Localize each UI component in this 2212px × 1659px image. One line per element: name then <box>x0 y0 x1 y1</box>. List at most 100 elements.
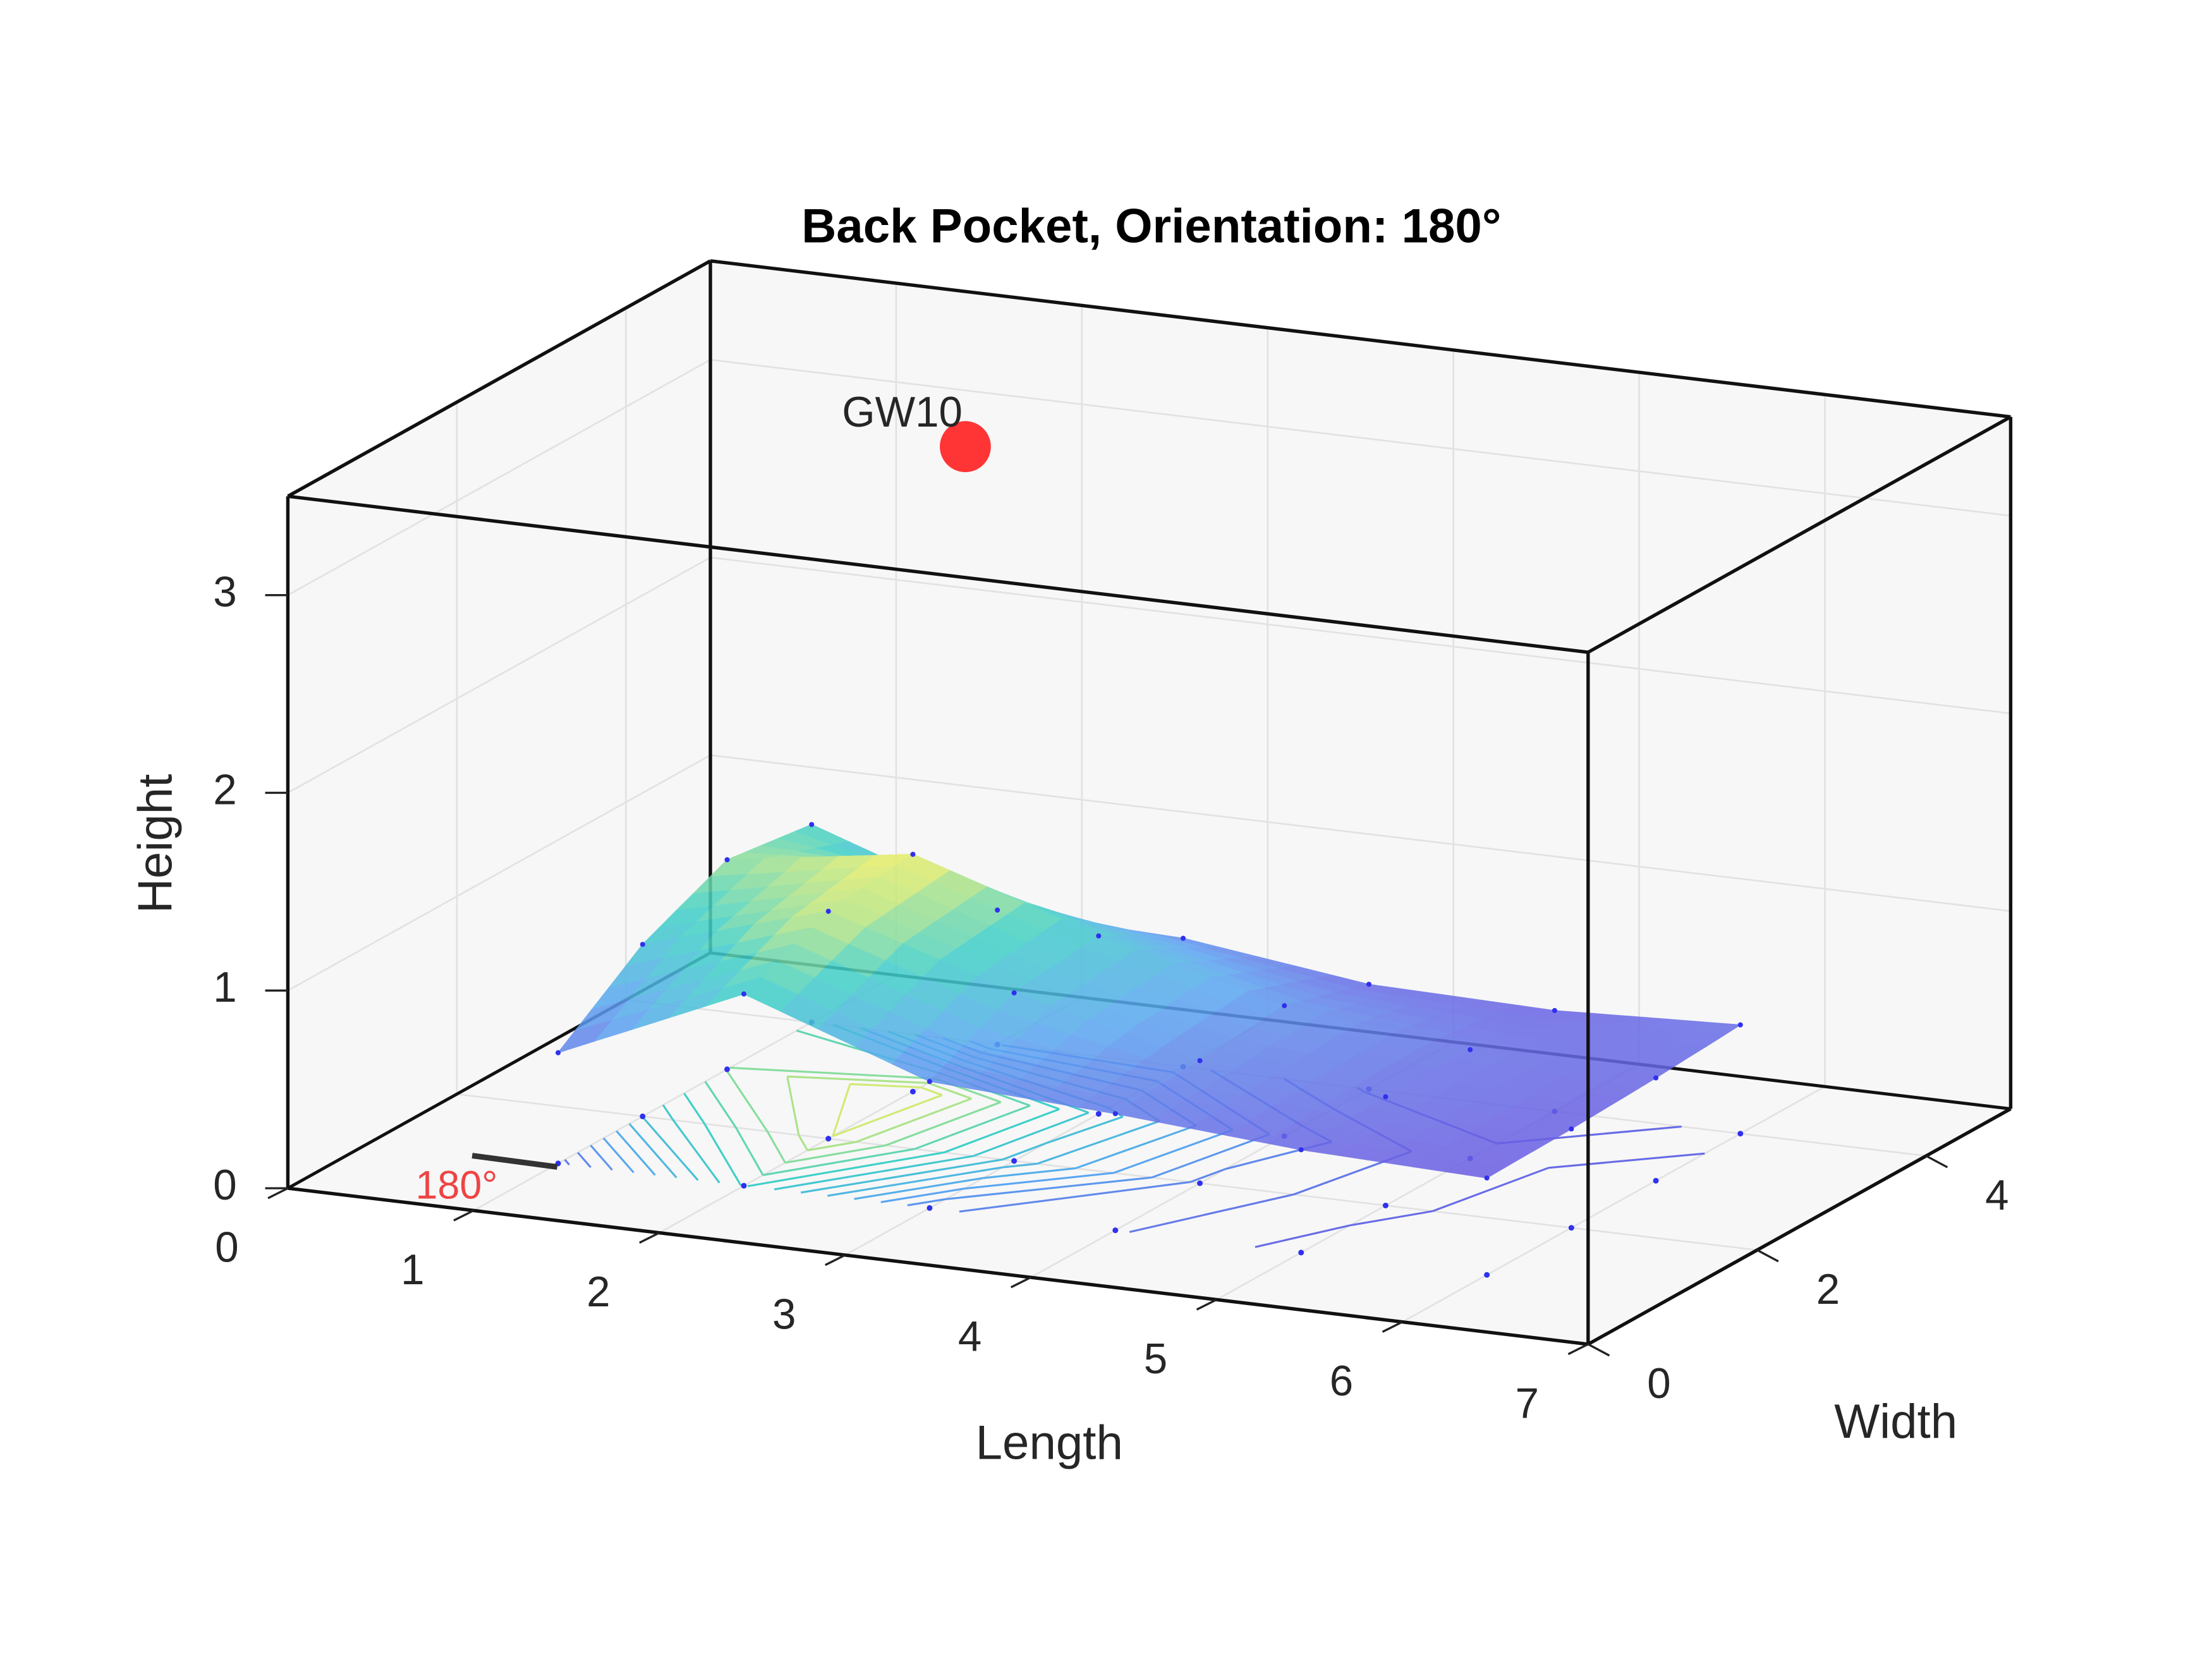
surface-point <box>1468 1047 1473 1052</box>
contour-line <box>880 1188 965 1203</box>
contour-line <box>1189 1168 1226 1183</box>
surface-point <box>640 942 645 947</box>
contour-line <box>590 1145 613 1171</box>
floor-point <box>1737 1131 1744 1137</box>
contour-line <box>683 1092 706 1125</box>
surface-point <box>1181 935 1186 941</box>
floor-point <box>1568 1225 1574 1231</box>
surface-point <box>1484 1175 1490 1181</box>
contour-line <box>786 1076 800 1136</box>
floor-point <box>1112 1227 1119 1234</box>
floor-point <box>1011 1158 1018 1164</box>
surface-point <box>910 851 916 857</box>
x-tick <box>639 1232 660 1244</box>
contour-line <box>785 1144 886 1164</box>
grid-line <box>710 754 2011 913</box>
contour-line <box>774 1155 974 1191</box>
surface-point <box>927 1079 932 1085</box>
grid-line <box>287 359 711 596</box>
floor-point <box>1197 1180 1203 1186</box>
contour-line <box>703 1123 742 1186</box>
y-tick-label: 0 <box>1647 1360 1670 1407</box>
contour-line <box>1432 1167 1549 1212</box>
x-tick <box>825 1254 846 1267</box>
contour-line <box>1349 1210 1433 1227</box>
contour-line <box>628 1123 678 1179</box>
surface-point <box>1011 990 1017 996</box>
contour-line <box>616 1130 656 1176</box>
contour-line <box>798 1134 808 1151</box>
contour-line <box>832 1094 943 1138</box>
contour-line <box>662 1104 674 1121</box>
contour-line <box>602 1137 635 1174</box>
y-tick <box>1588 1343 1610 1357</box>
surface-point <box>1366 981 1371 987</box>
floor-point <box>1298 1249 1304 1256</box>
surface <box>557 823 1742 1179</box>
x-tick <box>1196 1298 1217 1311</box>
surface-point <box>1552 1007 1557 1013</box>
chart-title: Back Pocket, Orientation: 180° <box>801 200 1501 253</box>
contour-line <box>849 1083 921 1088</box>
contour-line <box>1152 1133 1270 1179</box>
contour-line <box>1113 1129 1234 1174</box>
contour-line <box>964 1172 1114 1190</box>
contour-line <box>832 1083 851 1137</box>
sensor-point <box>940 421 991 473</box>
y-tick-label: 2 <box>1816 1266 1840 1313</box>
surface-point <box>741 991 747 997</box>
contour-line <box>1075 1124 1197 1170</box>
surface-point <box>825 908 831 914</box>
contour-line <box>1036 1120 1160 1165</box>
surface-point <box>995 907 1000 913</box>
surface-point <box>556 1050 561 1055</box>
x-tick-label: 4 <box>958 1313 981 1361</box>
surface-point <box>1569 1126 1574 1132</box>
floor-point <box>1382 1202 1389 1208</box>
surface-point <box>724 857 730 863</box>
floor-point <box>1484 1272 1490 1278</box>
contour-line <box>1002 1142 1047 1161</box>
box-edge <box>1587 415 2012 654</box>
y-tick-label: 4 <box>1985 1172 2008 1219</box>
orientation-arrow <box>471 1153 558 1170</box>
floor-point <box>724 1066 730 1073</box>
z-axis-label: Height <box>128 774 182 913</box>
box-edge <box>710 259 2011 419</box>
x-tick-label: 1 <box>401 1246 424 1294</box>
orientation-label: 180° <box>415 1164 497 1208</box>
y-tick <box>1925 1155 1948 1169</box>
surface-point <box>1653 1075 1659 1081</box>
x-tick-label: 0 <box>215 1224 238 1272</box>
contour-line <box>807 1141 856 1152</box>
x-tick-label: 6 <box>1330 1358 1353 1405</box>
contour-line <box>907 1198 946 1206</box>
contour-line <box>914 1104 1031 1150</box>
z-tick-label: 1 <box>213 964 236 1011</box>
y-axis-label: Width <box>1834 1395 1957 1449</box>
surface-point <box>1197 1058 1203 1064</box>
floor-point <box>1095 1110 1102 1117</box>
floor-point <box>927 1205 933 1211</box>
surface-point <box>809 822 815 827</box>
x-tick <box>1010 1276 1031 1289</box>
contour-line <box>1548 1152 1705 1169</box>
box-edge <box>1587 1107 2012 1346</box>
contour-line <box>928 1082 972 1100</box>
z-tick-label: 0 <box>213 1162 236 1209</box>
floor-pane <box>288 952 2011 1344</box>
floor-point <box>909 1088 916 1095</box>
contour-line <box>1129 1193 1294 1233</box>
z-tick-label: 2 <box>213 766 236 813</box>
back-pane <box>710 260 2011 1109</box>
x-tick-label: 5 <box>1144 1335 1167 1383</box>
contour-line <box>564 1158 570 1166</box>
contour-line <box>973 1112 1090 1157</box>
x-tick-label: 3 <box>772 1291 796 1338</box>
contour-line <box>855 1097 972 1143</box>
contour-line <box>735 1127 764 1176</box>
contour-line <box>787 1075 928 1085</box>
contour-line <box>729 1066 937 1080</box>
x-tick <box>453 1209 475 1222</box>
